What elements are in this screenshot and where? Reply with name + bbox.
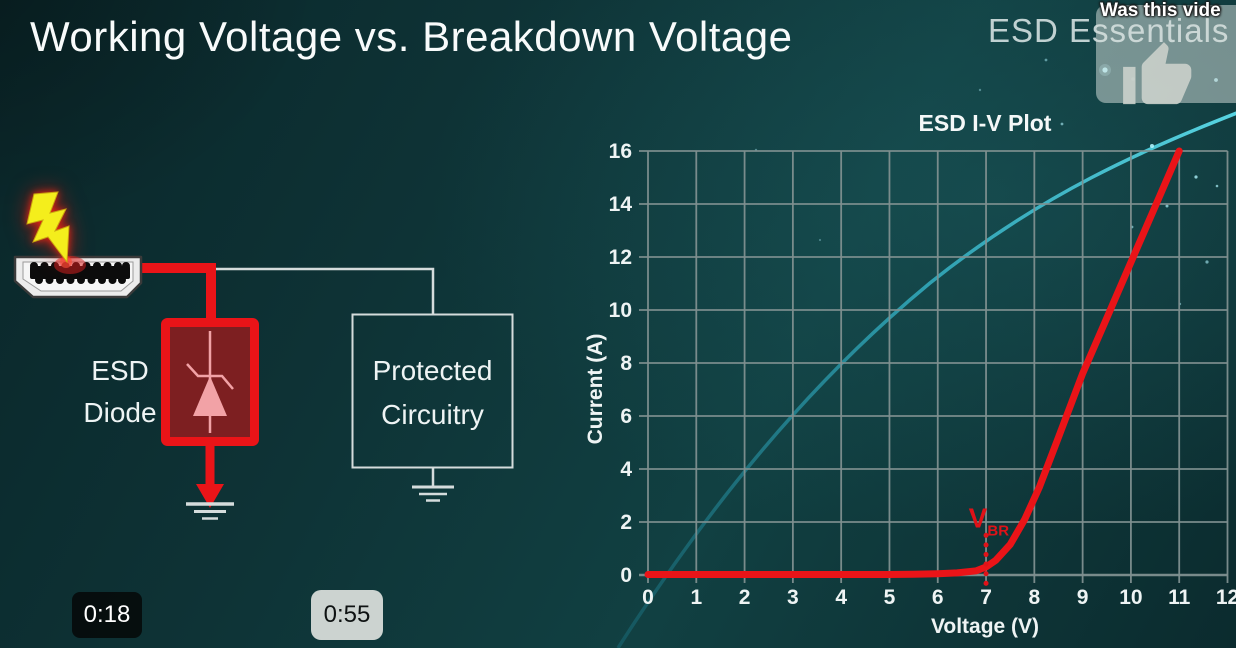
iv-curve bbox=[644, 147, 1183, 578]
x-tick-label: 5 bbox=[884, 586, 896, 609]
y-tick-label: 6 bbox=[620, 405, 632, 428]
current-time-badge[interactable]: 0:18 bbox=[72, 592, 142, 638]
y-tick-label: 0 bbox=[620, 564, 632, 587]
esd-ground-arrow bbox=[196, 441, 224, 508]
lightning-bolt-icon bbox=[26, 191, 70, 264]
y-tick-label: 10 bbox=[609, 299, 632, 322]
thumbs-up-button[interactable] bbox=[1096, 5, 1236, 105]
y-tick-label: 14 bbox=[609, 193, 633, 216]
x-tick-label: 0 bbox=[642, 586, 654, 609]
esd-diode-label: ESD Diode bbox=[83, 355, 157, 428]
diode-triangle bbox=[193, 376, 227, 416]
y-tick-label: 8 bbox=[620, 352, 632, 375]
y-tick-label: 4 bbox=[620, 458, 632, 481]
y-tick-label: 16 bbox=[609, 140, 632, 163]
x-tick-label: 6 bbox=[932, 586, 944, 609]
red-wire bbox=[137, 263, 216, 322]
ground-symbol-protected bbox=[412, 468, 454, 502]
x-tick-label: 7 bbox=[980, 586, 992, 609]
protected-circuitry-box bbox=[351, 313, 514, 469]
x-tick-label: 3 bbox=[787, 586, 799, 609]
x-tick-label: 11 bbox=[1168, 586, 1191, 609]
x-tick-label: 12 bbox=[1216, 586, 1236, 609]
y-tick-label: 2 bbox=[620, 511, 632, 534]
y-tick-label: 12 bbox=[609, 246, 632, 269]
x-tick-label: 9 bbox=[1077, 586, 1089, 609]
chapter-time-badge[interactable]: 0:55 bbox=[311, 590, 383, 640]
protected-circuitry-label: Protected Circuitry bbox=[372, 355, 493, 430]
y-axis-title: Current (A) bbox=[584, 333, 607, 445]
vbr-label: VBR bbox=[969, 502, 1010, 539]
like-prompt-panel bbox=[1096, 5, 1236, 105]
page-title: Working Voltage vs. Breakdown Voltage bbox=[30, 13, 793, 60]
x-tick-label: 4 bbox=[835, 586, 847, 609]
x-tick-label: 1 bbox=[690, 586, 702, 609]
like-prompt-text: Was this vide bbox=[1100, 0, 1221, 21]
x-tick-label: 8 bbox=[1028, 586, 1040, 609]
chart-title: ESD I-V Plot bbox=[918, 110, 1052, 136]
ground-symbol-esd bbox=[186, 502, 234, 520]
x-tick-label: 2 bbox=[739, 586, 751, 609]
x-axis-title: Voltage (V) bbox=[930, 615, 1040, 638]
signal-wire bbox=[216, 267, 435, 314]
x-tick-label: 10 bbox=[1119, 586, 1142, 609]
hdmi-connector bbox=[13, 255, 143, 299]
